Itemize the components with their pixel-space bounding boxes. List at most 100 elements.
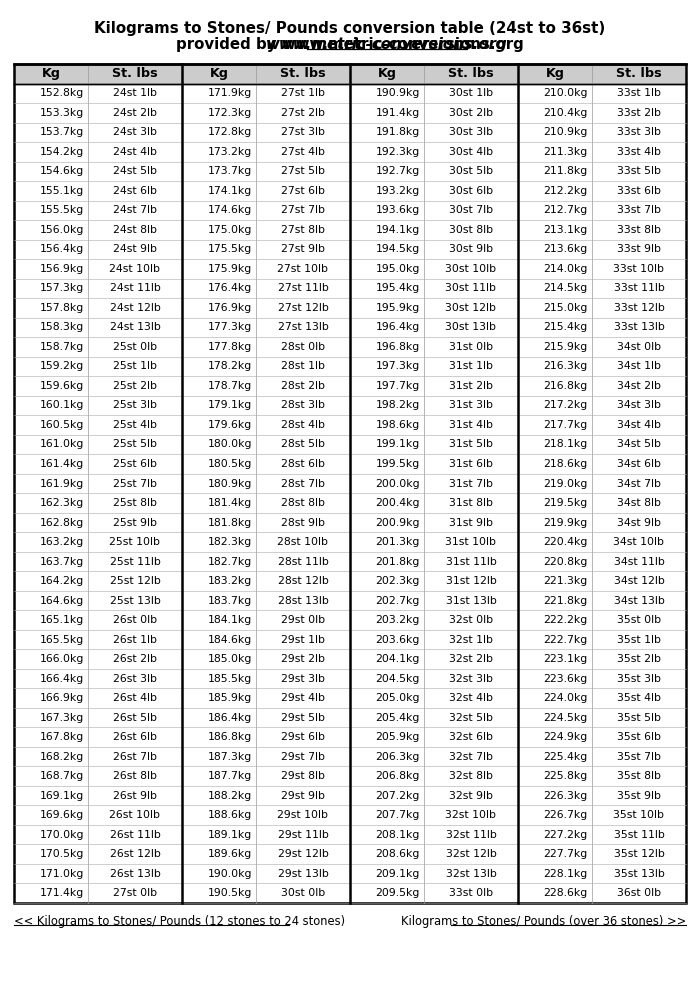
Text: 26st 12lb: 26st 12lb bbox=[109, 849, 160, 859]
Text: 168.2kg: 168.2kg bbox=[40, 751, 84, 762]
Text: www.metric-conversions.org: www.metric-conversions.org bbox=[266, 38, 508, 53]
Text: 32st 6lb: 32st 6lb bbox=[449, 732, 493, 742]
Text: 152.8kg: 152.8kg bbox=[40, 88, 84, 98]
Text: Kilograms to Stones/ Pounds conversion table (24st to 36st): Kilograms to Stones/ Pounds conversion t… bbox=[94, 21, 606, 36]
Text: 27st 1lb: 27st 1lb bbox=[281, 88, 325, 98]
Text: 215.0kg: 215.0kg bbox=[543, 303, 588, 313]
Text: 35st 13lb: 35st 13lb bbox=[613, 869, 664, 879]
Text: Kg: Kg bbox=[545, 67, 564, 80]
Text: 30st 13lb: 30st 13lb bbox=[445, 322, 496, 332]
Text: 157.3kg: 157.3kg bbox=[40, 283, 84, 293]
Text: 26st 8lb: 26st 8lb bbox=[113, 771, 157, 781]
Text: 163.7kg: 163.7kg bbox=[40, 557, 84, 567]
Text: 223.1kg: 223.1kg bbox=[544, 654, 588, 664]
Text: 26st 11lb: 26st 11lb bbox=[109, 829, 160, 839]
Text: 183.7kg: 183.7kg bbox=[208, 596, 252, 606]
Text: 219.5kg: 219.5kg bbox=[544, 498, 588, 508]
Text: 25st 12lb: 25st 12lb bbox=[109, 576, 160, 586]
Text: 158.3kg: 158.3kg bbox=[40, 322, 84, 332]
Text: 24st 5lb: 24st 5lb bbox=[113, 166, 157, 176]
Text: 29st 8lb: 29st 8lb bbox=[281, 771, 325, 781]
Text: 30st 7lb: 30st 7lb bbox=[449, 205, 493, 215]
Text: 29st 4lb: 29st 4lb bbox=[281, 693, 325, 704]
Text: 33st 2lb: 33st 2lb bbox=[617, 108, 661, 118]
Text: 36st 0lb: 36st 0lb bbox=[617, 888, 661, 898]
Text: 217.2kg: 217.2kg bbox=[544, 400, 588, 410]
Text: 25st 6lb: 25st 6lb bbox=[113, 459, 157, 469]
Text: 33st 5lb: 33st 5lb bbox=[617, 166, 661, 176]
Text: 189.1kg: 189.1kg bbox=[208, 829, 252, 839]
Text: 34st 3lb: 34st 3lb bbox=[617, 400, 661, 410]
Text: 26st 3lb: 26st 3lb bbox=[113, 674, 157, 684]
Text: 224.9kg: 224.9kg bbox=[544, 732, 588, 742]
Text: 213.1kg: 213.1kg bbox=[544, 225, 588, 235]
Text: 29st 10lb: 29st 10lb bbox=[277, 811, 328, 821]
Text: 34st 0lb: 34st 0lb bbox=[617, 342, 661, 352]
Text: 196.4kg: 196.4kg bbox=[376, 322, 420, 332]
Text: 204.1kg: 204.1kg bbox=[375, 654, 420, 664]
Text: 35st 8lb: 35st 8lb bbox=[617, 771, 661, 781]
Text: 194.1kg: 194.1kg bbox=[376, 225, 420, 235]
Text: 156.0kg: 156.0kg bbox=[39, 225, 84, 235]
Text: 28st 1lb: 28st 1lb bbox=[281, 362, 325, 372]
Text: 223.6kg: 223.6kg bbox=[544, 674, 588, 684]
Text: 30st 4lb: 30st 4lb bbox=[449, 147, 493, 157]
Text: 207.2kg: 207.2kg bbox=[375, 791, 420, 801]
Text: 178.2kg: 178.2kg bbox=[208, 362, 252, 372]
Text: 179.1kg: 179.1kg bbox=[208, 400, 252, 410]
Text: 35st 11lb: 35st 11lb bbox=[613, 829, 664, 839]
Text: 34st 6lb: 34st 6lb bbox=[617, 459, 661, 469]
Text: 33st 11lb: 33st 11lb bbox=[613, 283, 664, 293]
Text: 30st 0lb: 30st 0lb bbox=[281, 888, 325, 898]
Text: 28st 4lb: 28st 4lb bbox=[281, 420, 325, 430]
Text: 26st 4lb: 26st 4lb bbox=[113, 693, 157, 704]
Text: 26st 10lb: 26st 10lb bbox=[109, 811, 160, 821]
Text: 30st 3lb: 30st 3lb bbox=[449, 127, 493, 138]
Text: 34st 11lb: 34st 11lb bbox=[613, 557, 664, 567]
Text: 205.4kg: 205.4kg bbox=[375, 713, 420, 722]
Text: 35st 12lb: 35st 12lb bbox=[613, 849, 664, 859]
Text: 28st 5lb: 28st 5lb bbox=[281, 439, 325, 450]
Text: 24st 3lb: 24st 3lb bbox=[113, 127, 157, 138]
Text: 25st 10lb: 25st 10lb bbox=[109, 537, 160, 547]
Text: 204.5kg: 204.5kg bbox=[375, 674, 420, 684]
Text: 24st 8lb: 24st 8lb bbox=[113, 225, 157, 235]
Text: 31st 7lb: 31st 7lb bbox=[449, 479, 493, 489]
Text: 33st 0lb: 33st 0lb bbox=[449, 888, 493, 898]
Text: 216.8kg: 216.8kg bbox=[544, 381, 588, 390]
Text: 30st 6lb: 30st 6lb bbox=[449, 186, 493, 196]
Text: 164.6kg: 164.6kg bbox=[40, 596, 84, 606]
Text: St. lbs: St. lbs bbox=[448, 67, 493, 80]
Text: 184.1kg: 184.1kg bbox=[208, 615, 252, 625]
Text: 167.3kg: 167.3kg bbox=[40, 713, 84, 722]
Text: 175.5kg: 175.5kg bbox=[208, 245, 252, 255]
Text: 31st 11lb: 31st 11lb bbox=[445, 557, 496, 567]
Text: 196.8kg: 196.8kg bbox=[376, 342, 420, 352]
Text: 173.2kg: 173.2kg bbox=[208, 147, 252, 157]
Text: 201.3kg: 201.3kg bbox=[375, 537, 420, 547]
Text: 175.9kg: 175.9kg bbox=[208, 264, 252, 274]
Text: 24st 7lb: 24st 7lb bbox=[113, 205, 157, 215]
Text: 28st 7lb: 28st 7lb bbox=[281, 479, 325, 489]
Text: 27st 6lb: 27st 6lb bbox=[281, 186, 325, 196]
Text: 180.0kg: 180.0kg bbox=[207, 439, 252, 450]
Text: 214.5kg: 214.5kg bbox=[544, 283, 588, 293]
Text: 25st 3lb: 25st 3lb bbox=[113, 400, 157, 410]
Text: 30st 2lb: 30st 2lb bbox=[449, 108, 493, 118]
Text: 205.9kg: 205.9kg bbox=[375, 732, 420, 742]
Text: 160.1kg: 160.1kg bbox=[39, 400, 84, 410]
Text: 35st 1lb: 35st 1lb bbox=[617, 634, 661, 644]
Text: 210.4kg: 210.4kg bbox=[543, 108, 588, 118]
Text: 164.2kg: 164.2kg bbox=[40, 576, 84, 586]
Text: 29st 3lb: 29st 3lb bbox=[281, 674, 325, 684]
Text: 29st 0lb: 29st 0lb bbox=[281, 615, 325, 625]
Text: 31st 0lb: 31st 0lb bbox=[449, 342, 493, 352]
Text: 29st 13lb: 29st 13lb bbox=[277, 869, 328, 879]
Bar bbox=[350, 64, 518, 83]
Text: 25st 0lb: 25st 0lb bbox=[113, 342, 157, 352]
Text: 25st 11lb: 25st 11lb bbox=[109, 557, 160, 567]
Text: 174.1kg: 174.1kg bbox=[208, 186, 252, 196]
Text: 207.7kg: 207.7kg bbox=[375, 811, 420, 821]
Text: 200.4kg: 200.4kg bbox=[375, 498, 420, 508]
Text: 26st 2lb: 26st 2lb bbox=[113, 654, 157, 664]
